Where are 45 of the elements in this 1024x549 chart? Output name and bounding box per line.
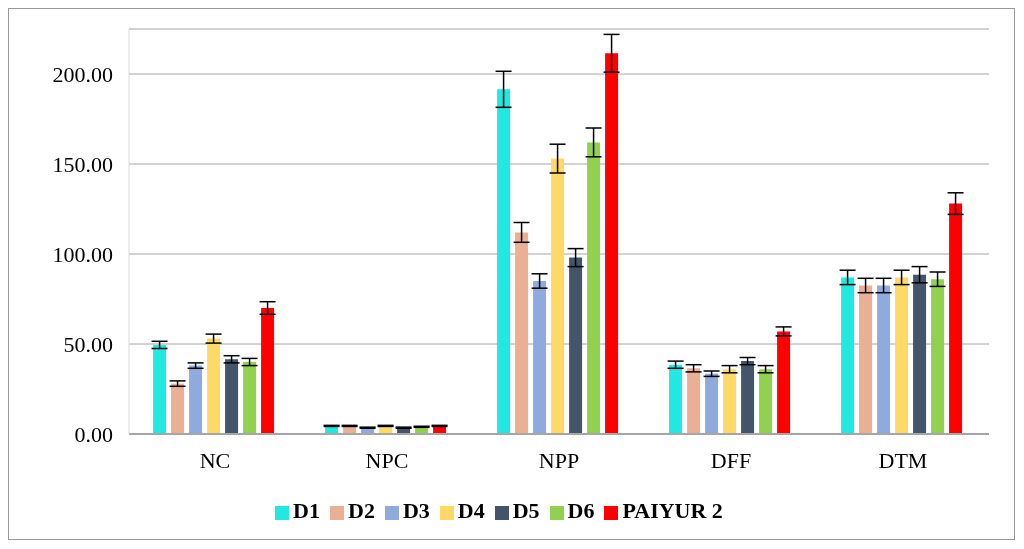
bar [515,232,529,434]
bar [669,364,683,434]
bar [687,368,701,434]
x-tick-label: NPC [365,447,409,473]
y-tick-label: 50.00 [63,331,113,357]
x-tick-label: NPP [538,447,580,473]
bar [569,257,583,434]
legend-label: D2 [348,498,375,523]
bar [605,53,619,434]
bar [551,158,565,434]
legend-label: D5 [512,498,540,523]
y-tick-label: 0.00 [74,421,113,447]
bar [759,369,773,434]
y-tick-label: 100.00 [52,241,113,267]
bar [859,285,873,434]
bar [261,308,275,434]
bar [243,362,257,434]
x-tick-label: DTM [878,447,928,473]
bar [207,338,221,434]
x-tick-label: NC [199,447,231,473]
legend-label: D4 [457,498,485,523]
bar [931,279,945,434]
legend-label: D3 [402,498,430,523]
bar [533,281,547,434]
legend-label: D6 [567,498,595,523]
bar [949,203,963,434]
bar [741,361,755,434]
bar [171,383,185,434]
legend-label: D1 [293,498,320,523]
bar [777,331,791,434]
bar [705,373,719,434]
bar [895,277,909,434]
bar [189,365,203,434]
y-tick-label: 150.00 [52,151,113,177]
bar [723,369,737,434]
x-tick-label: DFF [710,447,752,473]
bar [913,274,927,434]
y-tick-label: 200.00 [52,61,113,87]
bar [153,344,167,434]
bar [877,285,891,434]
bar [497,89,511,434]
bar [225,359,239,434]
bar [841,277,855,434]
legend-label: PAIYUR 2 [622,498,723,523]
bar [587,142,601,434]
